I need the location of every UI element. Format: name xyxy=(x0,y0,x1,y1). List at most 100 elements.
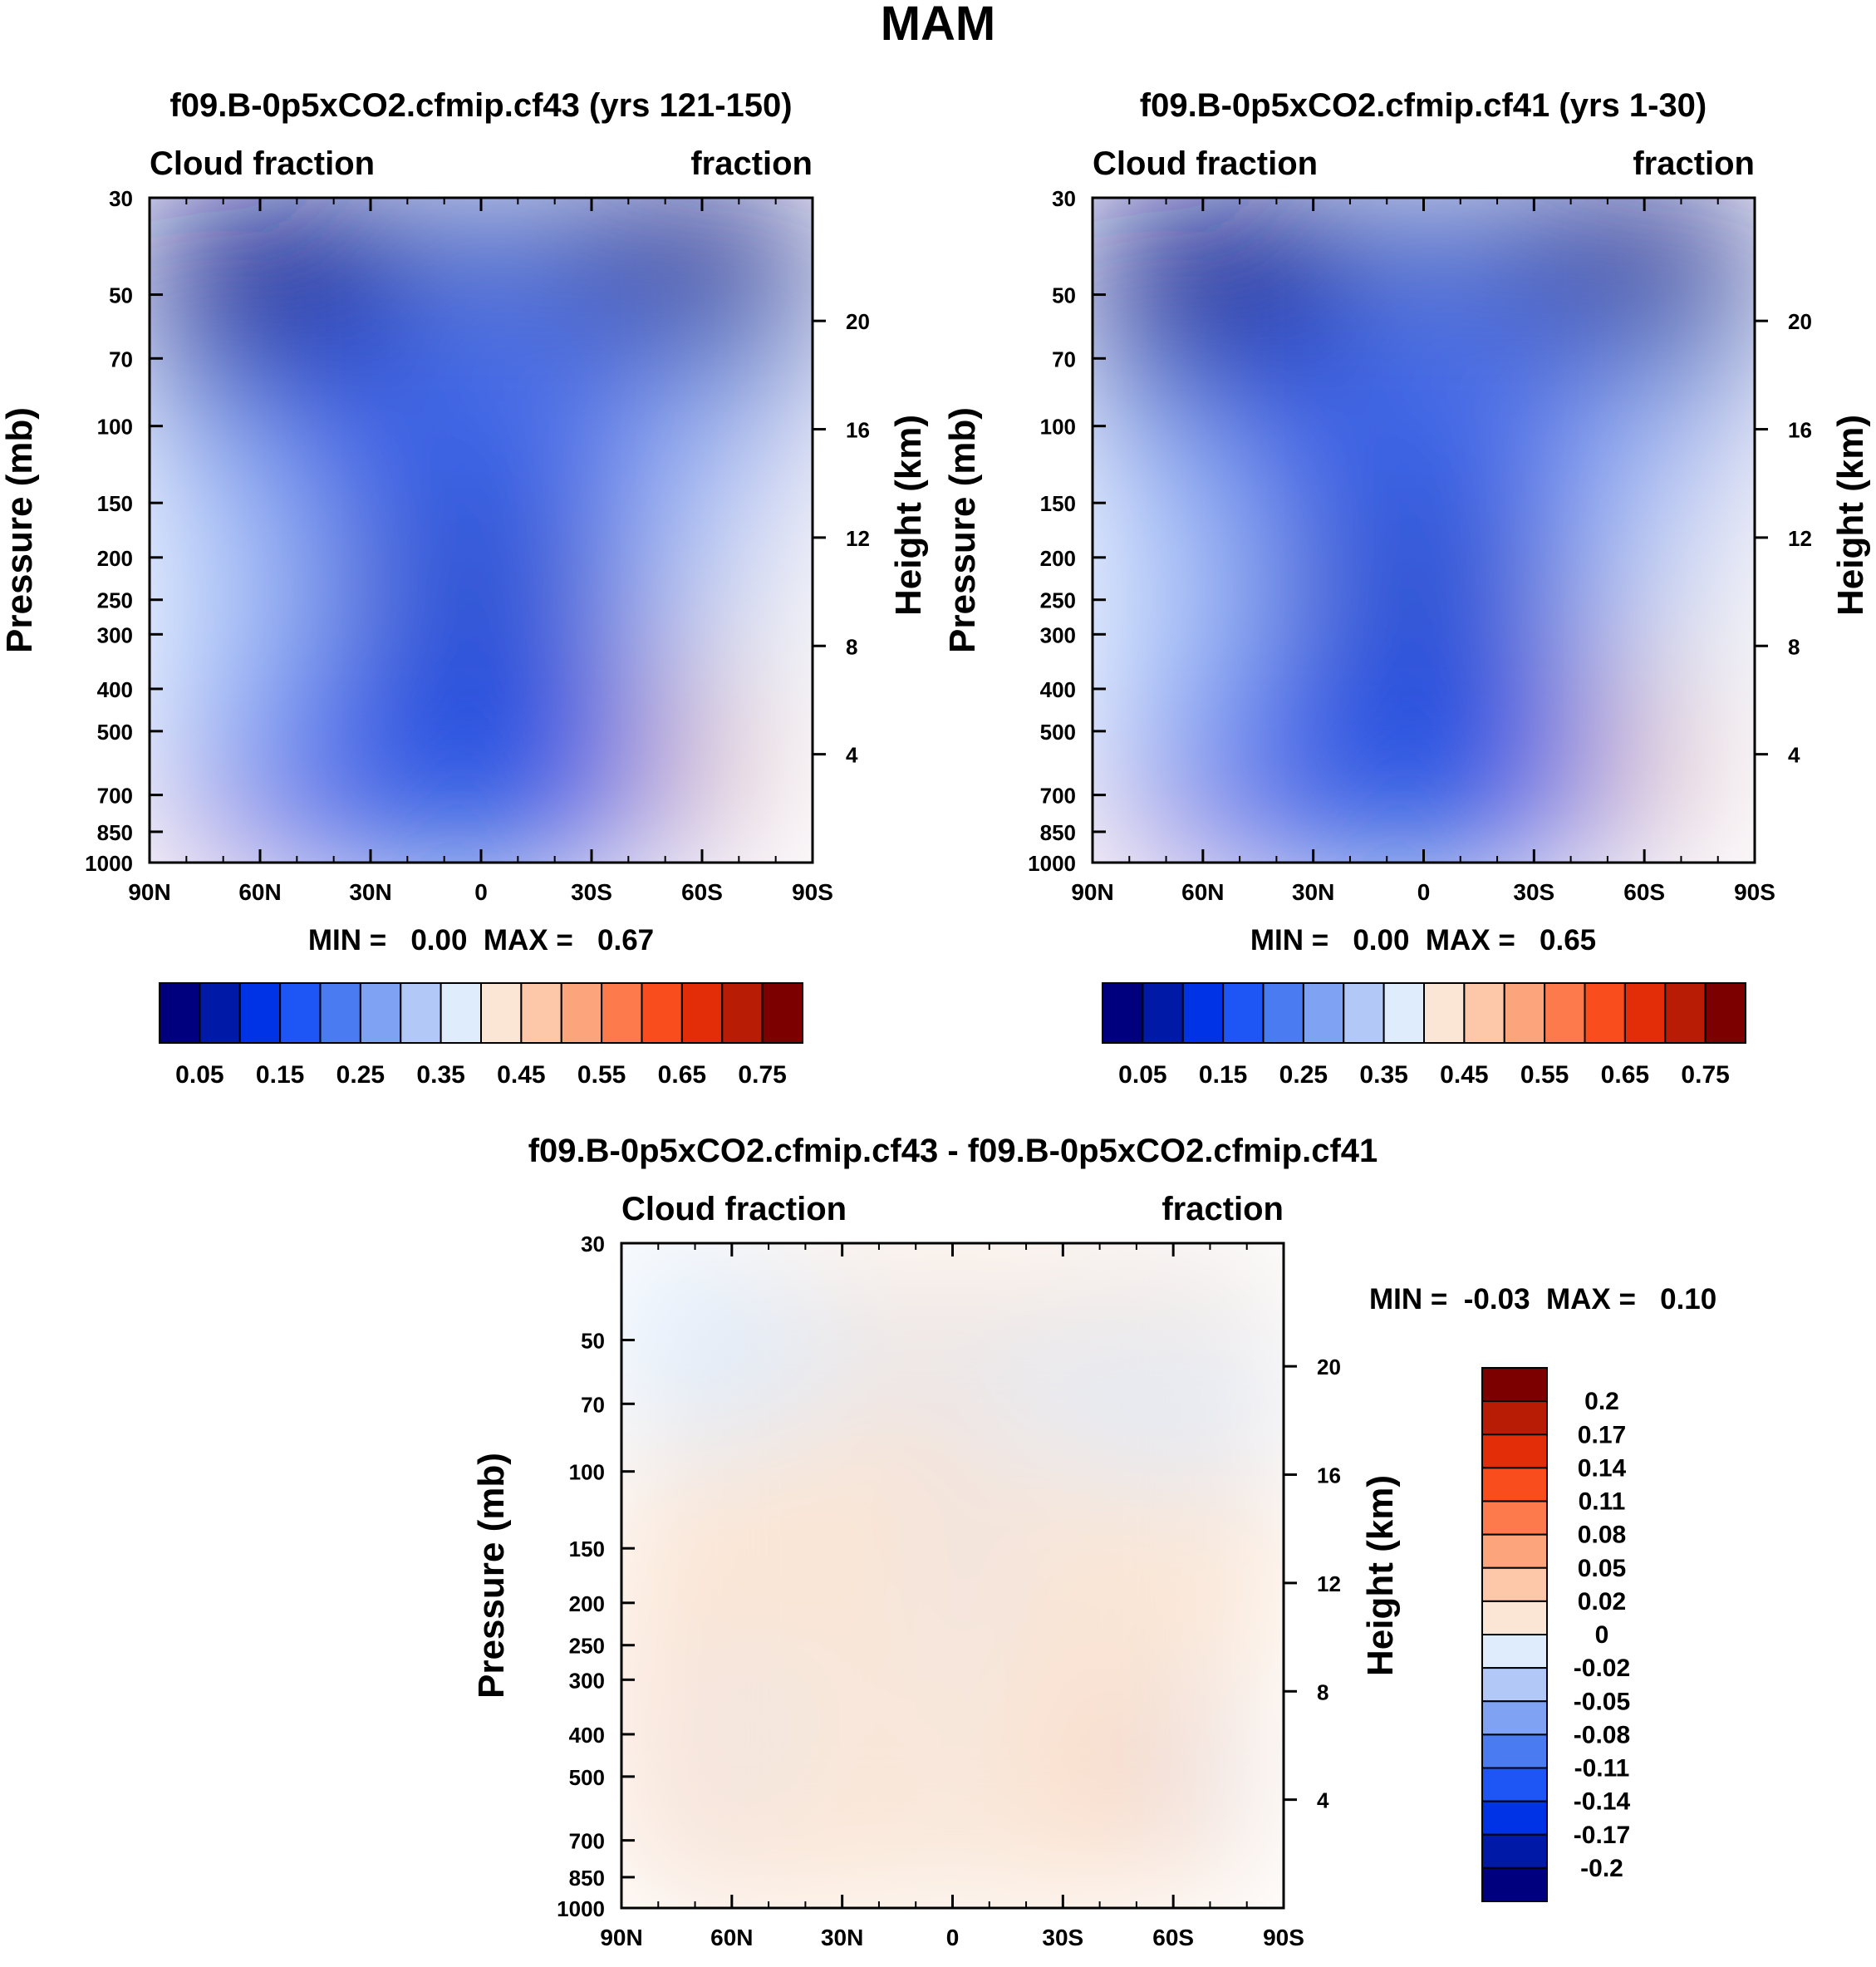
colorbar-swatch xyxy=(1503,982,1546,1044)
panel-top-right: f09.B-0p5xCO2.cfmip.cf41 (yrs 1-30) Clou… xyxy=(942,87,1871,1089)
x-axis: 90N 60N 30N 0 30S 60S 90S xyxy=(128,198,833,905)
colorbar-tick-label: 0.55 xyxy=(1520,1061,1569,1089)
y-tick-label: 250 xyxy=(97,588,133,613)
y-tick-label: 500 xyxy=(569,1765,605,1790)
colorbar-swatch xyxy=(1463,982,1505,1044)
min-max-stats: MIN = -0.03 MAX = 0.10 xyxy=(1369,1283,1716,1315)
x-tick-label: 30N xyxy=(1292,879,1334,905)
colorbar-swatch xyxy=(440,982,482,1044)
colorbar-swatch xyxy=(1481,1833,1548,1869)
y-tick-label: 500 xyxy=(1040,720,1076,745)
y2-tick-label: 12 xyxy=(1317,1571,1341,1596)
x-tick-label: 60S xyxy=(1152,1925,1194,1950)
y2-axis-label: Height (km) xyxy=(1360,1475,1401,1676)
colorbar-swatch xyxy=(1481,1733,1548,1769)
y-axis: 30 50 70 100 150 200 250 300 400 500 700 850 1000 xyxy=(1028,186,1106,876)
y-tick-label: 700 xyxy=(569,1829,605,1854)
colorbar: 0.2 0.17 0.14 0.11 0.08 0.05 0.02 0 -0.02 -0.05 -0… xyxy=(1481,1367,1631,1902)
y-tick-label: 250 xyxy=(1040,588,1076,613)
contour-field xyxy=(621,1243,1284,1908)
colorbar-swatch xyxy=(1481,1400,1548,1436)
colorbar-swatch xyxy=(1302,982,1345,1044)
colorbar: 0.05 0.15 0.25 0.35 0.45 0.55 0.65 0.75 xyxy=(1102,982,1746,1089)
colorbar-tick-label: 0.08 xyxy=(1578,1522,1626,1549)
colorbar-tick-label: -0.17 xyxy=(1574,1822,1630,1849)
y2-axis: 20 16 12 8 4 xyxy=(1755,309,1812,768)
colorbar-swatch xyxy=(1481,1866,1548,1902)
x-tick-label: 90S xyxy=(1263,1925,1304,1950)
y-tick-label: 70 xyxy=(109,347,133,371)
colorbar-swatch xyxy=(238,982,282,1044)
colorbar-tick-label: -0.05 xyxy=(1574,1688,1630,1715)
colorbar-tick-label: 0.11 xyxy=(1579,1488,1626,1516)
left-label: Cloud fraction xyxy=(1093,145,1318,182)
y-tick-label: 250 xyxy=(569,1634,605,1659)
colorbar-swatch xyxy=(761,982,803,1044)
colorbar-swatch xyxy=(1481,1367,1548,1403)
contour-field xyxy=(150,198,813,863)
colorbar-tick-label: 0.17 xyxy=(1578,1421,1626,1448)
y-axis-label: Pressure (mb) xyxy=(471,1453,512,1699)
colorbar-swatch xyxy=(1481,1634,1548,1669)
x-axis: 90N 60N 30N 0 30S 60S 90S xyxy=(1071,198,1775,905)
y2-tick-label: 20 xyxy=(1317,1355,1341,1379)
y-tick-label: 50 xyxy=(581,1329,605,1354)
colorbar-tick-label: 0.65 xyxy=(658,1061,706,1089)
colorbar-tick-label: 0.25 xyxy=(336,1061,385,1089)
colorbar-swatch xyxy=(1481,1433,1548,1469)
y-tick-label: 70 xyxy=(1052,347,1076,371)
right-label: fraction xyxy=(690,145,813,182)
x-tick-label: 0 xyxy=(474,879,488,905)
colorbar-tick-label: 0.45 xyxy=(1440,1061,1488,1089)
colorbar-tick-label: 0.35 xyxy=(416,1061,464,1089)
y-axis: 30 50 70 100 150 200 250 300 400 500 700 850 1000 xyxy=(557,1232,635,1921)
panel-title: f09.B-0p5xCO2.cfmip.cf43 - f09.B-0p5xCO2… xyxy=(528,1133,1378,1169)
colorbar-tick-label: 0.15 xyxy=(256,1061,304,1089)
x-tick-label: 30S xyxy=(1513,879,1554,905)
y-tick-label: 500 xyxy=(97,720,133,745)
colorbar-tick-label: 0.35 xyxy=(1359,1061,1407,1089)
y-tick-label: 50 xyxy=(109,283,133,308)
x-tick-label: 60S xyxy=(681,879,723,905)
y2-axis-label: Height (km) xyxy=(888,415,929,616)
colorbar-tick-label: 0.75 xyxy=(738,1061,786,1089)
y-tick-label: 850 xyxy=(97,820,133,845)
y-tick-label: 30 xyxy=(1052,186,1076,211)
colorbar-tick-label: 0.65 xyxy=(1601,1061,1649,1089)
colorbar-swatch xyxy=(1142,982,1184,1044)
colorbar-swatch xyxy=(1544,982,1586,1044)
colorbar-tick-label: -0.14 xyxy=(1574,1788,1631,1816)
colorbar-swatch xyxy=(641,982,683,1044)
colorbar-swatch xyxy=(1343,982,1385,1044)
colorbar-swatch xyxy=(1181,982,1225,1044)
y-tick-label: 50 xyxy=(1052,283,1076,308)
y2-axis-label: Height (km) xyxy=(1830,415,1871,616)
x-tick-label: 60N xyxy=(238,879,281,905)
colorbar-swatch xyxy=(1481,1667,1548,1703)
y-tick-label: 400 xyxy=(569,1723,605,1748)
y-tick-label: 1000 xyxy=(1028,851,1076,876)
y-tick-label: 200 xyxy=(97,546,133,571)
x-tick-label: 90N xyxy=(1071,879,1113,905)
colorbar-tick-label: -0.11 xyxy=(1574,1755,1630,1783)
contour-field xyxy=(1093,198,1755,863)
panel-title: f09.B-0p5xCO2.cfmip.cf43 (yrs 121-150) xyxy=(169,87,792,124)
colorbar-swatch xyxy=(1102,982,1144,1044)
x-tick-label: 30N xyxy=(821,1925,863,1950)
colorbar-tick-label: 0.45 xyxy=(497,1061,545,1089)
y-tick-label: 700 xyxy=(97,784,133,809)
y2-tick-label: 8 xyxy=(1788,634,1800,659)
colorbar-swatch xyxy=(1481,1533,1548,1569)
colorbar-swatch xyxy=(1704,982,1746,1044)
colorbar-tick-label: 0.05 xyxy=(1118,1061,1166,1089)
left-label: Cloud fraction xyxy=(150,145,375,182)
x-tick-label: 90S xyxy=(1734,879,1775,905)
colorbar-swatch xyxy=(721,982,764,1044)
y-tick-label: 700 xyxy=(1040,784,1076,809)
y2-tick-label: 16 xyxy=(846,418,870,443)
colorbar-swatch xyxy=(319,982,361,1044)
colorbar-swatch xyxy=(1584,982,1626,1044)
colorbar-swatch xyxy=(480,982,523,1044)
colorbar-tick-label: -0.02 xyxy=(1574,1655,1630,1682)
colorbar-tick-label: 0.75 xyxy=(1681,1061,1729,1089)
